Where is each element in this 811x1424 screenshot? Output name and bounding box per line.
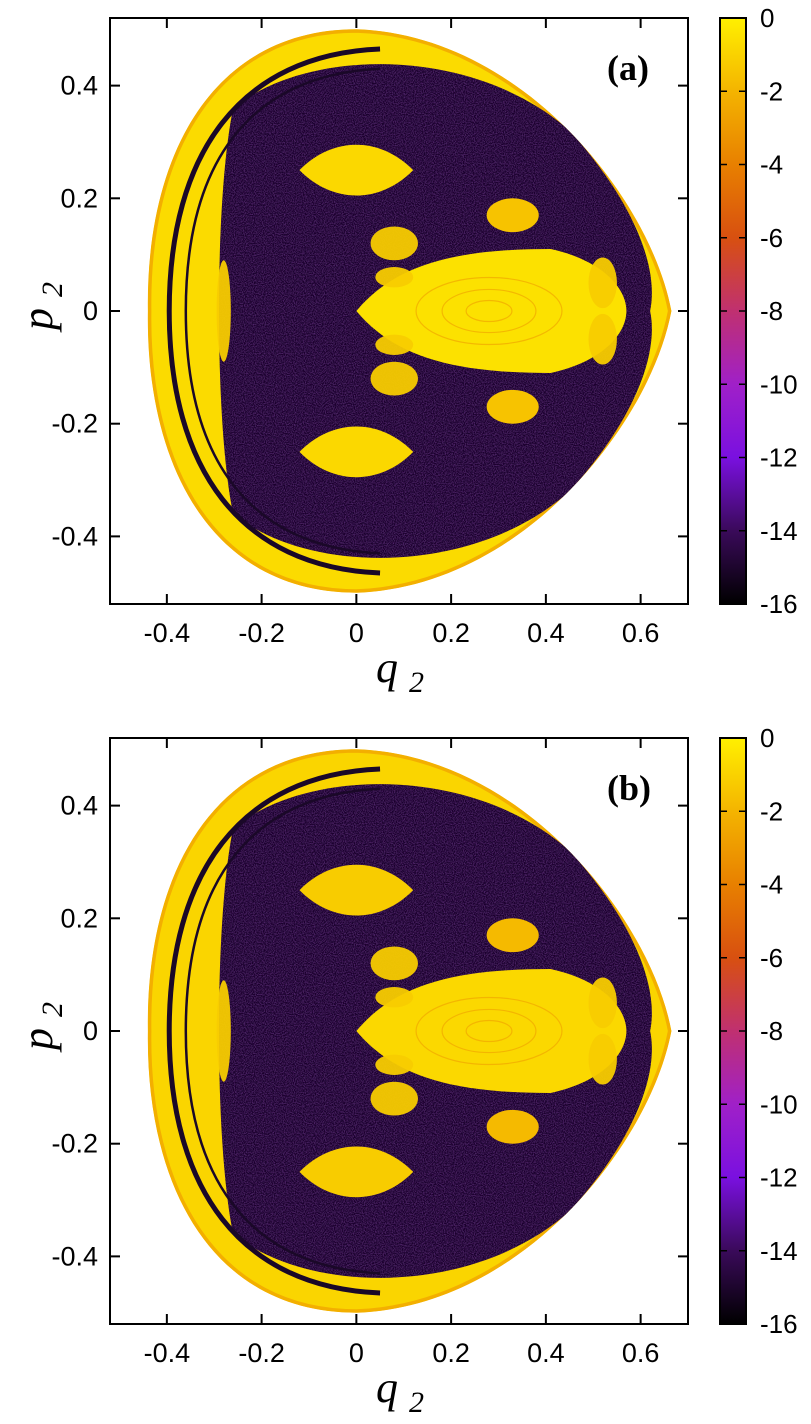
y-tick-label: 0.2	[60, 903, 98, 933]
outer-arc	[166, 766, 381, 1296]
y-tick-label: 0.4	[60, 71, 98, 101]
colorbar-tick-label: -2	[760, 796, 783, 826]
colorbar-tick-label: -12	[760, 443, 798, 473]
y-tick-label: 0	[83, 296, 98, 326]
colorbar-tick-label: -10	[760, 1089, 798, 1119]
colorbar-tick-label: -8	[760, 296, 783, 326]
x-tick-label: 0.4	[527, 618, 565, 648]
x-axis-label: q	[376, 1363, 398, 1412]
y-tick-label: 0.4	[60, 791, 98, 821]
stable-island-side-lower	[486, 389, 539, 424]
secondary-islet	[370, 946, 418, 981]
colorbar-tick-label: 0	[760, 723, 774, 753]
stable-island-central	[356, 249, 627, 373]
y-axis-label-group: p2	[13, 1002, 69, 1053]
invariant-torus	[441, 288, 537, 334]
y-axis-label: p	[13, 308, 62, 333]
x-tick-label: 0	[349, 618, 364, 648]
x-tick-label: 0.2	[432, 618, 470, 648]
stable-island-lower	[299, 426, 414, 478]
secondary-islet	[375, 334, 414, 355]
x-axis-label-subscript: 2	[409, 666, 424, 699]
secondary-islet	[370, 361, 418, 396]
y-tick-label: 0.2	[60, 183, 98, 213]
heatmap-area	[147, 29, 672, 593]
secondary-islet	[375, 987, 414, 1008]
x-tick-label: 0.4	[527, 1338, 565, 1368]
y-tick-label: -0.2	[51, 409, 98, 439]
secondary-islet	[588, 313, 617, 365]
x-axis-label-subscript: 2	[409, 1386, 424, 1419]
colorbar-tick-label: -16	[760, 1309, 798, 1339]
x-tick-label: -0.2	[238, 1338, 285, 1368]
secondary-islet	[375, 1054, 414, 1075]
outer-rim	[147, 749, 672, 1313]
y-tick-label: -0.2	[51, 1129, 98, 1159]
x-tick-label: 0	[349, 1338, 364, 1368]
x-tick-label: -0.2	[238, 618, 285, 648]
colorbar-tick-label: -4	[760, 870, 783, 900]
y-axis-label-subscript: 2	[36, 1002, 69, 1017]
colorbar-tick-label: -12	[760, 1163, 798, 1193]
y-tick-label: 0	[83, 1016, 98, 1046]
secondary-islet	[375, 267, 414, 288]
colorbar-tick-label: -6	[760, 223, 783, 253]
panel-0: -0.4 -0.2 0 0.2 0.4 0.60.40.20-0.2-0.4q 2p2(a)…	[13, 3, 798, 699]
invariant-torus	[465, 299, 513, 323]
panel-label: (a)	[607, 48, 649, 88]
colorbar-tick-label: 0	[760, 3, 774, 33]
x-axis-label: q	[376, 643, 398, 692]
colorbar-tick-label: -4	[760, 150, 783, 180]
invariant-torus	[415, 276, 563, 346]
colorbar-tick-label: -6	[760, 943, 783, 973]
stable-island-side-lower	[486, 1109, 539, 1144]
secondary-islet	[370, 1081, 418, 1116]
y-tick-label: -0.4	[51, 521, 98, 551]
y-tick-label: -0.4	[51, 1241, 98, 1271]
stable-island-side-upper	[486, 918, 539, 953]
heatmap-area	[147, 749, 672, 1313]
colorbar-tick-label: -14	[760, 516, 798, 546]
panel-1: -0.4 -0.2 0 0.2 0.4 0.60.40.20-0.2-0.4q 2p2(b)…	[13, 723, 798, 1419]
stable-island-lower	[299, 1146, 414, 1198]
stable-island-upper	[299, 144, 414, 196]
x-tick-label: 0.6	[622, 1338, 660, 1368]
colorbar-tick-label: -8	[760, 1016, 783, 1046]
x-tick-label: 0.6	[622, 618, 660, 648]
x-tick-label: 0.2	[432, 1338, 470, 1368]
invariant-torus	[441, 1008, 537, 1054]
y-axis-label-subscript: 2	[36, 282, 69, 297]
invariant-torus	[465, 1019, 513, 1043]
invariant-torus	[415, 996, 563, 1066]
secondary-islet	[370, 226, 418, 261]
secondary-islet	[588, 257, 617, 309]
secondary-islet	[216, 980, 231, 1082]
x-tick-label: -0.4	[144, 1338, 191, 1368]
x-tick-label: -0.4	[144, 618, 191, 648]
colorbar-tick-label: -14	[760, 1236, 798, 1266]
stable-island-upper	[299, 864, 414, 916]
secondary-islet	[588, 977, 617, 1029]
outer-arc	[166, 46, 381, 576]
y-axis-label: p	[13, 1028, 62, 1053]
colorbar-tick-label: -16	[760, 589, 798, 619]
stable-island-central	[356, 969, 627, 1093]
colorbar-tick-label: -10	[760, 369, 798, 399]
stable-island-side-upper	[486, 198, 539, 233]
outer-arc	[184, 787, 381, 1275]
secondary-islet	[588, 1033, 617, 1085]
secondary-islet	[216, 260, 231, 362]
outer-arc	[184, 67, 381, 555]
colorbar-tick-label: -2	[760, 76, 783, 106]
y-axis-label-group: p2	[13, 282, 69, 333]
panel-label: (b)	[607, 768, 651, 808]
